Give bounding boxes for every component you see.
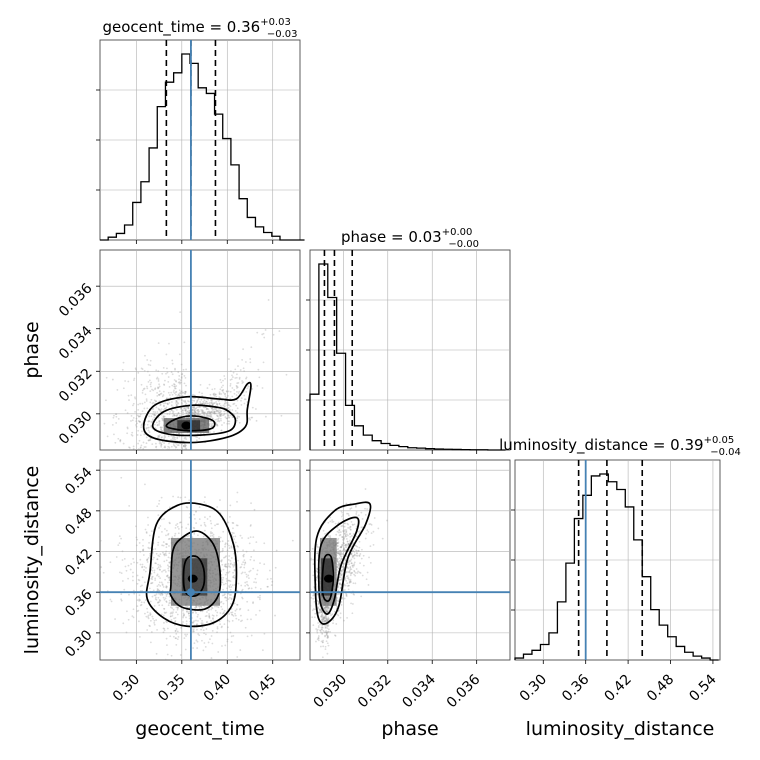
hist-luminosity-distance-steps bbox=[514, 473, 719, 661]
title-geocent-time-sup: +0.03 bbox=[260, 17, 291, 28]
title-geocent-time-sub: −0.03 bbox=[267, 29, 298, 40]
density-geocent-time-vs-luminosity-distance-xtick-label-2: 0.40 bbox=[201, 672, 234, 705]
title-phase-sup: +0.00 bbox=[442, 227, 473, 238]
density-geocent-time-vs-luminosity-distance-ytick-label-1: 0.36 bbox=[62, 586, 95, 619]
density-phase-vs-luminosity-distance-plot-area bbox=[310, 488, 388, 660]
density-geocent-time-vs-phase-peak bbox=[181, 421, 192, 430]
hist-luminosity-distance-xtick-label-2: 0.42 bbox=[602, 672, 635, 705]
hist-luminosity-distance-xtick-label-3: 0.48 bbox=[644, 672, 677, 705]
density-geocent-time-vs-phase-contour-0 bbox=[165, 415, 216, 432]
density-geocent-time-vs-phase bbox=[99, 249, 301, 451]
density-phase-vs-luminosity-distance-xtick-label-3: 0.036 bbox=[444, 671, 484, 711]
density-geocent-time-vs-luminosity-distance-truth-point bbox=[186, 588, 195, 597]
density-geocent-time-vs-luminosity-distance-xtick-label-0: 0.30 bbox=[110, 672, 143, 705]
density-phase-vs-luminosity-distance-xtick-label-1: 0.032 bbox=[355, 672, 395, 712]
ylabel-luminosity-distance: luminosity_distance bbox=[21, 466, 43, 655]
density-geocent-time-vs-luminosity-distance-xtick-label-1: 0.35 bbox=[155, 672, 188, 705]
density-phase-vs-luminosity-distance-peak bbox=[323, 574, 334, 583]
density-phase-vs-luminosity-distance-xtick-label-2: 0.034 bbox=[399, 671, 439, 711]
ylabel-phase: phase bbox=[21, 321, 43, 378]
density-phase-vs-luminosity-distance-contour-0 bbox=[321, 553, 335, 602]
density-geocent-time-vs-phase-contour-1 bbox=[151, 404, 237, 437]
title-luminosity-distance-sup: +0.05 bbox=[704, 435, 735, 446]
density-geocent-time-vs-luminosity-distance-ytick-label-4: 0.54 bbox=[62, 464, 95, 497]
hist-geocent-time-steps bbox=[100, 53, 305, 241]
hist-luminosity-distance-xtick-label-0: 0.30 bbox=[517, 672, 550, 705]
density-geocent-time-vs-phase-ytick-label-2: 0.034 bbox=[56, 323, 96, 363]
density-phase-vs-luminosity-distance-contour-1 bbox=[317, 516, 360, 615]
density-phase-vs-luminosity-distance bbox=[309, 459, 511, 661]
density-geocent-time-vs-luminosity-distance-ytick-label-0: 0.30 bbox=[62, 627, 95, 660]
hist-geocent-time bbox=[96, 39, 305, 241]
density-phase-vs-luminosity-distance-frame bbox=[309, 459, 511, 661]
density-geocent-time-vs-luminosity-distance-ytick-label-2: 0.42 bbox=[62, 546, 95, 579]
density-geocent-time-vs-phase-ytick-label-3: 0.036 bbox=[56, 280, 96, 320]
title-geocent-time: geocent_time = 0.36+0.03 −0.03 bbox=[103, 17, 298, 40]
title-luminosity-distance: luminosity_distance = 0.39+0.05 −0.04 bbox=[499, 435, 741, 458]
xlabel-geocent-time: geocent_time bbox=[135, 718, 264, 740]
density-phase-vs-luminosity-distance-contour-2 bbox=[313, 501, 372, 625]
hist-luminosity-distance bbox=[511, 459, 721, 661]
hist-phase-steps bbox=[309, 263, 506, 451]
hist-luminosity-distance-xtick-label-4: 0.54 bbox=[686, 671, 719, 704]
xlabel-luminosity-distance: luminosity_distance bbox=[526, 718, 715, 740]
title-luminosity-distance-sub: −0.04 bbox=[710, 447, 741, 458]
density-geocent-time-vs-luminosity-distance-xtick-label-3: 0.45 bbox=[246, 672, 279, 705]
xlabel-phase: phase bbox=[381, 718, 438, 740]
density-geocent-time-vs-luminosity-distance-contour-2 bbox=[145, 502, 238, 628]
density-geocent-time-vs-luminosity-distance-peak bbox=[187, 574, 198, 583]
density-geocent-time-vs-luminosity-distance-contour-1 bbox=[169, 530, 222, 611]
density-geocent-time-vs-phase-ytick-label-1: 0.032 bbox=[56, 366, 96, 406]
density-geocent-time-vs-phase-ytick-label-0: 0.030 bbox=[56, 408, 96, 448]
hist-phase bbox=[306, 249, 511, 451]
density-phase-vs-luminosity-distance-xtick-label-0: 0.030 bbox=[310, 672, 350, 712]
title-phase: phase = 0.03+0.00 −0.00 bbox=[341, 227, 479, 250]
hist-luminosity-distance-xtick-label-1: 0.36 bbox=[559, 671, 592, 704]
density-geocent-time-vs-luminosity-distance bbox=[99, 459, 301, 661]
title-phase-sub: −0.00 bbox=[448, 239, 479, 250]
density-geocent-time-vs-luminosity-distance-ytick-label-3: 0.48 bbox=[62, 505, 95, 538]
panels: 0.30 0.36 0.42 0.48 0.540.0300.0320.0340.036… bbox=[56, 39, 721, 712]
